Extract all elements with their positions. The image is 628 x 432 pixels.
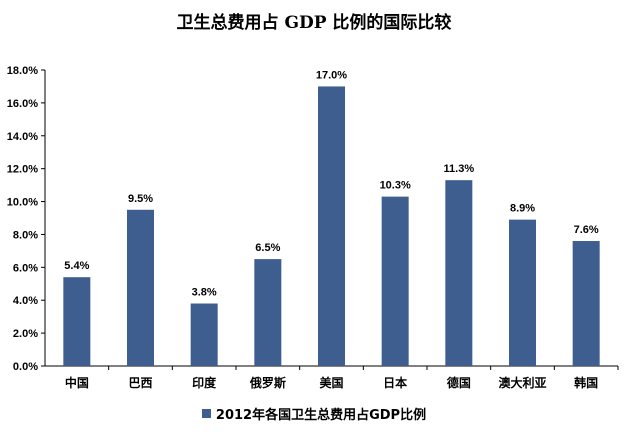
bar-5	[381, 196, 409, 366]
x-tick-label: 澳大利亚	[498, 375, 546, 390]
bar-3	[254, 259, 282, 366]
data-label: 10.3%	[380, 180, 411, 192]
x-tick-label: 巴西	[128, 376, 152, 390]
bar-4	[318, 86, 345, 366]
y-tick-label: 2.0%	[13, 328, 38, 340]
legend-label: 2012年各国卫生总费用占GDP比例	[215, 408, 427, 423]
bar-6	[445, 180, 473, 366]
bar-8	[572, 241, 600, 366]
y-tick-label: 16.0%	[7, 98, 38, 110]
y-tick-label: 12.0%	[7, 164, 38, 176]
x-tick-label: 德国	[447, 375, 471, 390]
x-tick-label: 俄罗斯	[249, 375, 286, 390]
bar-chart-plot: 0.0% 2.0% 4.0% 6.0% 8.0% 10.0% 12.0% 14.0% 16.0%…	[7, 65, 619, 390]
data-label: 7.6%	[574, 224, 599, 236]
x-tick-label: 印度	[192, 375, 217, 390]
data-label: 5.4%	[64, 260, 89, 272]
data-label: 3.8%	[192, 287, 217, 299]
bar-7	[509, 219, 536, 366]
data-label: 8.9%	[510, 203, 535, 215]
data-label: 9.5%	[128, 193, 153, 205]
y-tick-label: 10.0%	[7, 197, 38, 209]
y-tick-label: 18.0%	[7, 65, 38, 77]
data-label: 17.0%	[316, 69, 347, 81]
x-tick-label: 韩国	[574, 375, 598, 390]
bar-2	[190, 303, 218, 366]
x-tick-label: 美国	[319, 375, 343, 390]
y-tick-label: 4.0%	[13, 295, 38, 307]
x-tick-label: 日本	[383, 375, 407, 390]
y-tick-label: 14.0%	[7, 131, 38, 143]
x-tick-label: 中国	[65, 375, 89, 390]
y-tick-label: 0.0%	[13, 361, 38, 373]
legend-swatch	[201, 409, 211, 418]
data-label: 11.3%	[444, 163, 475, 175]
data-label: 6.5%	[255, 242, 280, 254]
y-tick-label: 8.0%	[13, 229, 38, 241]
chart-title: 卫生总费用占 GDP 比例的国际比较	[176, 13, 452, 33]
y-tick-label: 6.0%	[13, 262, 38, 274]
bar-1	[127, 209, 154, 366]
legend: 2012年各国卫生总费用占GDP比例	[0, 404, 628, 423]
bar-0	[63, 277, 91, 366]
